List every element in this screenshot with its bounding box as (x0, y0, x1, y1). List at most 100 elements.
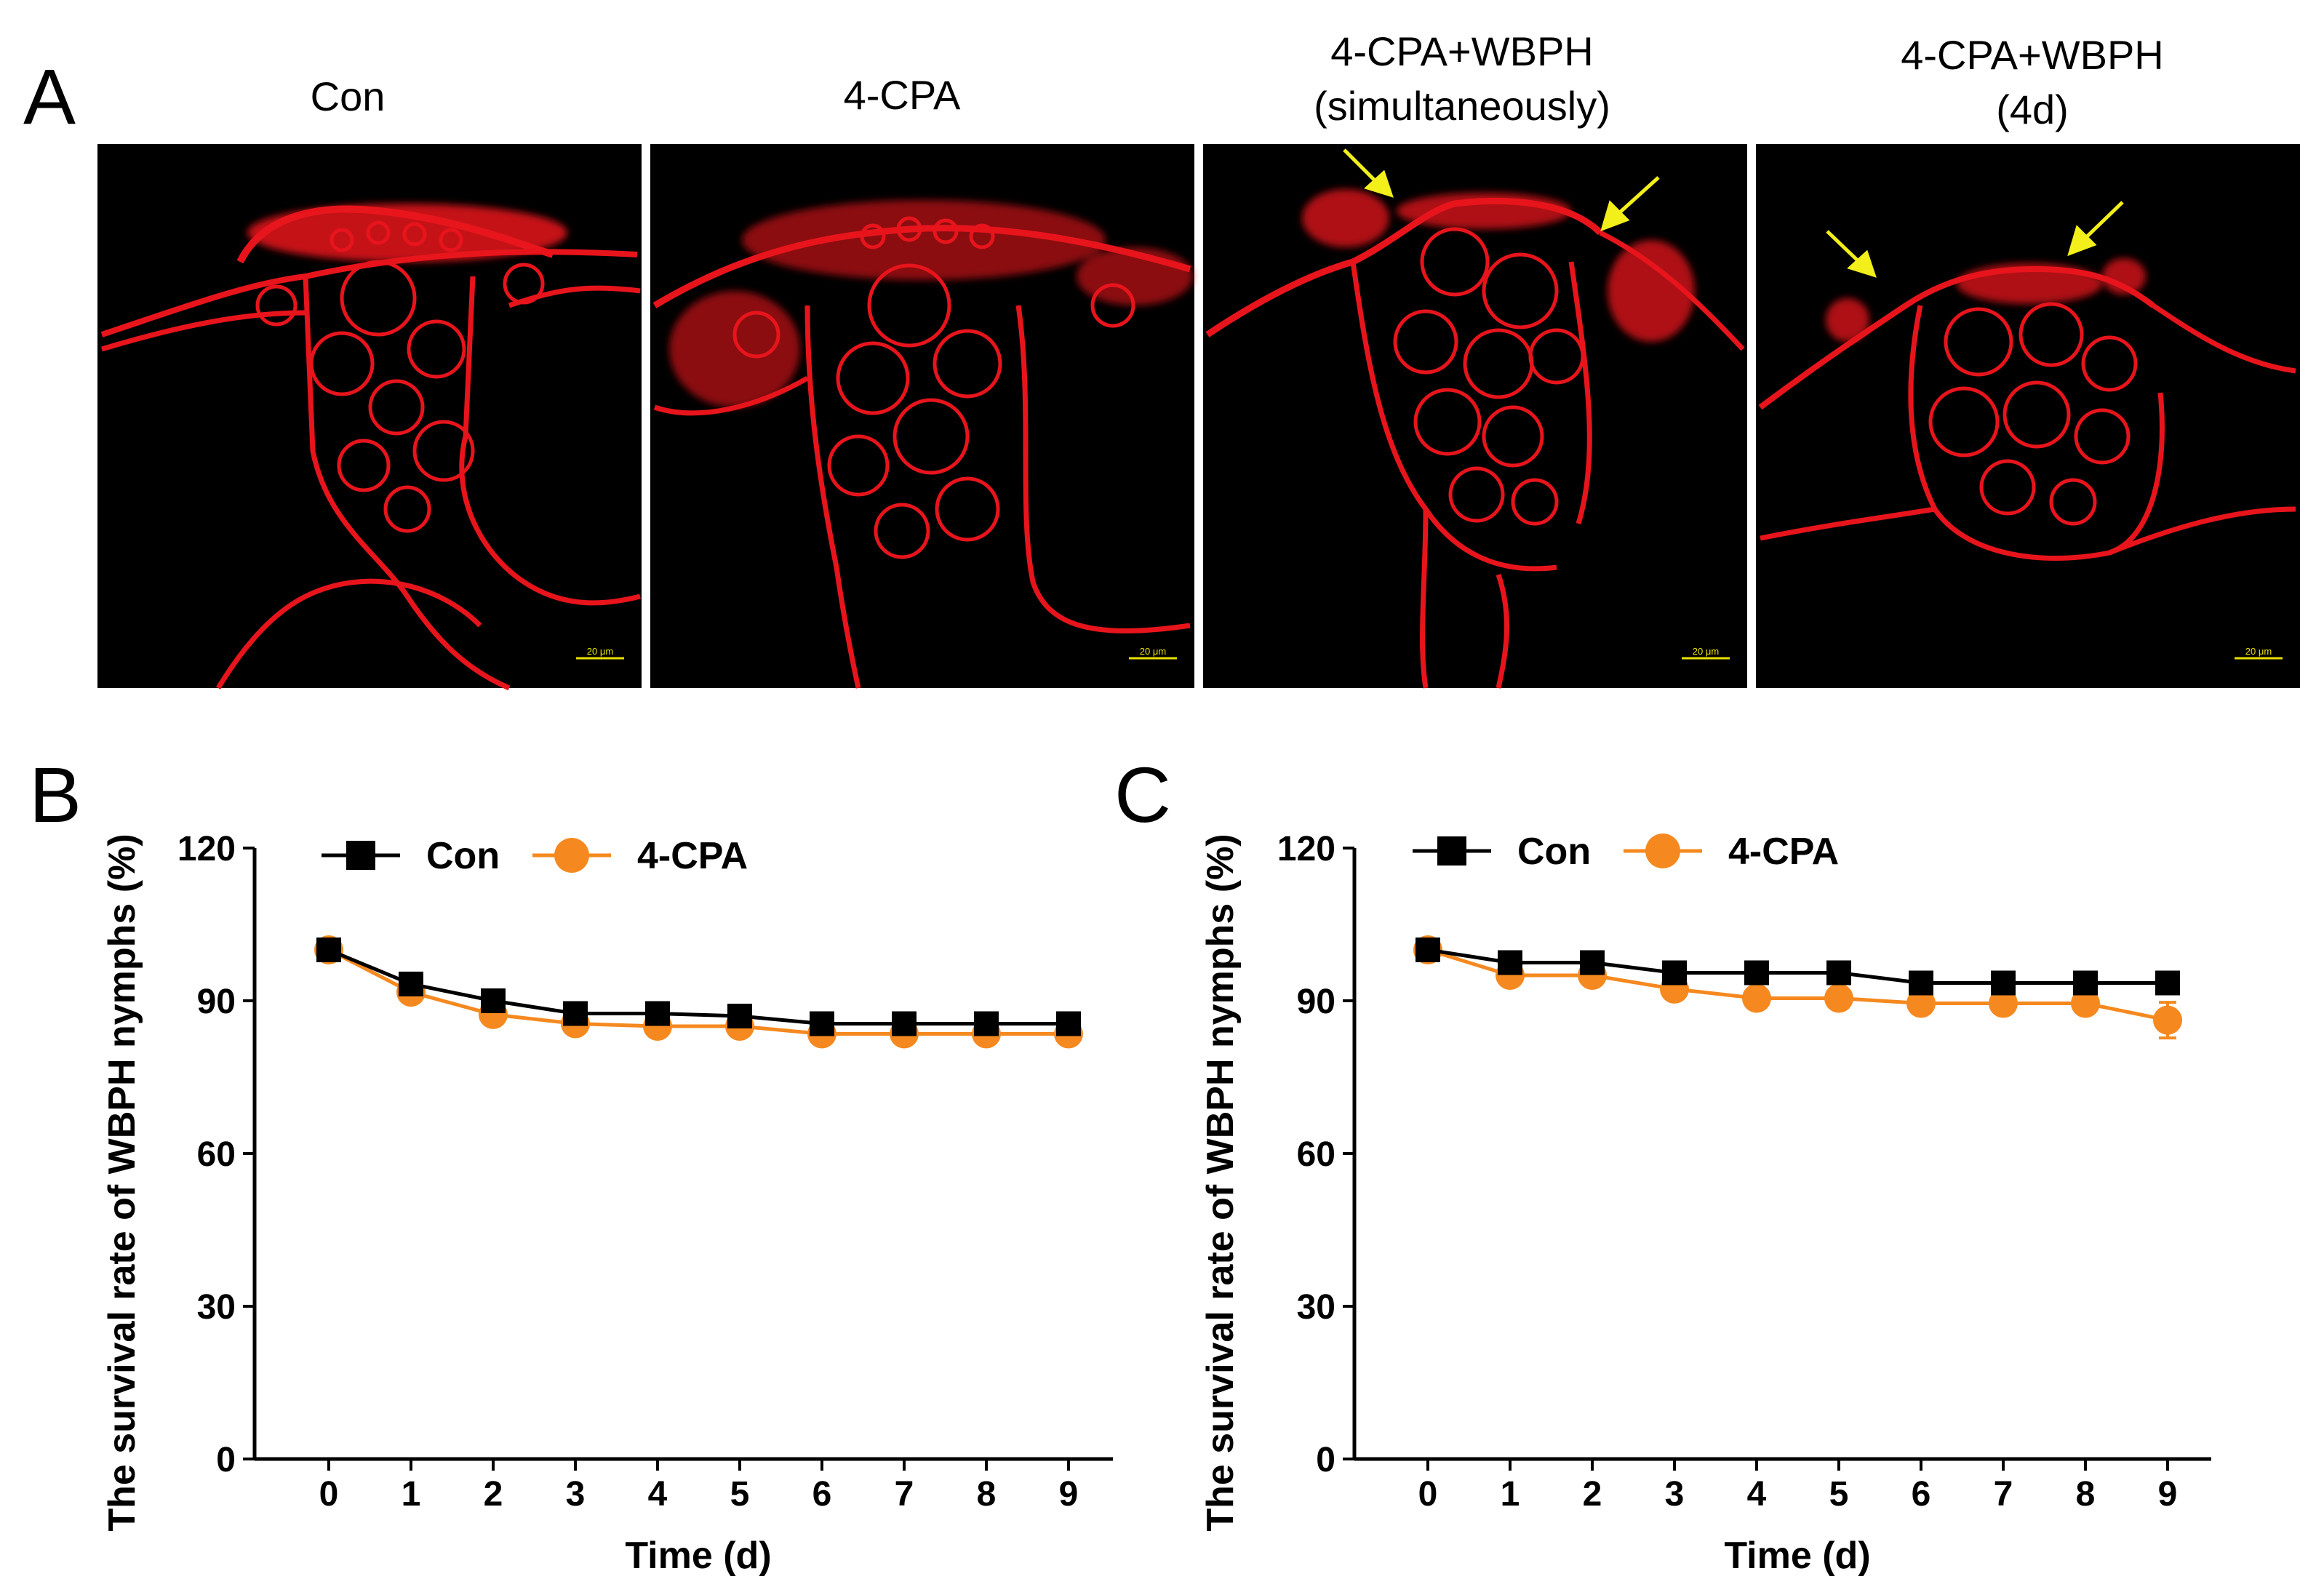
panel-c-chart: C 0 30 60 90 120 0 1 2 3 4 5 6 7 8 9 Time (d) The surviv… (1114, 751, 2211, 1577)
svg-text:20 μm: 20 μm (587, 646, 613, 657)
data-point (1580, 950, 1605, 975)
svg-text:20 μm: 20 μm (1693, 646, 1719, 657)
legend: Con 4-CPA (322, 835, 748, 877)
series-4-cpa (314, 935, 1083, 1049)
y-axis-title: The survival rate of WBPH nymphs (%) (1199, 834, 1242, 1531)
legend-label: Con (1517, 831, 1591, 873)
data-point (1742, 983, 1771, 1013)
data-point (1744, 960, 1769, 986)
series-line (1427, 948, 2168, 1023)
x-tick-label: 0 (319, 1475, 339, 1514)
micrograph-4cpa-wbph-simultaneous: 20 μm (1203, 144, 1747, 689)
data-point (892, 1011, 917, 1036)
x-tick-label: 5 (1829, 1475, 1849, 1514)
scale-bar-3: 20 μm (1682, 646, 1730, 660)
panel-a-micrographs: A Con 4-CPA 4-CPA+WBPH (simultaneously) … (23, 28, 2300, 691)
y-tick-label: 30 (197, 1288, 236, 1327)
x-tick-label: 7 (1994, 1475, 2013, 1514)
scale-bar-2: 20 μm (1129, 646, 1177, 660)
y-tick-label: 90 (197, 983, 236, 1021)
series-line (328, 948, 1069, 1026)
x-tick-label: 7 (895, 1475, 914, 1514)
y-tick-label: 120 (177, 830, 236, 868)
y-tick-label: 60 (197, 1135, 236, 1174)
micrograph-4cpa: 20 μm (650, 144, 1194, 689)
data-point (2073, 970, 2098, 996)
y-tick-label: 30 (1297, 1288, 1335, 1327)
x-tick-label: 2 (484, 1475, 503, 1514)
data-point (1662, 960, 1687, 986)
y-tick-label: 0 (1316, 1441, 1335, 1479)
data-point (2153, 1005, 2182, 1035)
data-point (974, 1011, 999, 1036)
y-tick-label: 60 (1297, 1135, 1335, 1174)
legend-label: 4-CPA (1728, 831, 1839, 873)
legend-marker (1645, 834, 1680, 868)
y-tick-label: 0 (216, 1441, 236, 1479)
panel-b-letter: B (29, 751, 81, 839)
svg-text:20 μm: 20 μm (1140, 646, 1166, 657)
image-3-title-line-2: (simultaneously) (1314, 83, 1610, 129)
x-tick-label: 1 (1501, 1475, 1520, 1514)
x-tick-label: 0 (1418, 1475, 1438, 1514)
arrows-image-3 (1343, 148, 1660, 232)
y-tick-label: 120 (1277, 830, 1335, 868)
x-axis-title: Time (d) (625, 1535, 771, 1577)
data-point (316, 938, 341, 962)
data-point (1415, 938, 1440, 962)
scale-bar-1: 20 μm (576, 646, 624, 660)
data-point (399, 971, 423, 996)
legend-marker (346, 841, 375, 870)
series-con (316, 938, 1081, 1036)
data-point (727, 1004, 752, 1028)
x-axis-title: Time (d) (1724, 1535, 1870, 1577)
image-1-title: Con (311, 73, 386, 119)
y-axis-title: The survival rate of WBPH nymphs (%) (101, 834, 143, 1531)
y-tick-label: 90 (1297, 983, 1335, 1021)
panel-a-letter: A (23, 52, 76, 140)
data-point (2155, 970, 2180, 996)
legend-marker (1437, 836, 1466, 866)
image-3-title-line-1: 4-CPA+WBPH (1330, 28, 1593, 74)
x-tick-label: 4 (1747, 1475, 1767, 1514)
panel-b-chart: B 0 30 60 90 120 0 1 2 3 4 5 6 7 8 9 Time (d) The surviv… (29, 751, 1113, 1577)
data-point (481, 988, 506, 1013)
legend: Con 4-CPA (1413, 831, 1839, 873)
panel-c-letter: C (1114, 751, 1171, 839)
data-point (1909, 970, 1933, 996)
x-tick-label: 8 (2076, 1475, 2096, 1514)
x-tick-label: 4 (648, 1475, 668, 1514)
series-con (1415, 938, 2180, 996)
scale-bar-4: 20 μm (2235, 646, 2283, 660)
x-tick-label: 9 (1059, 1475, 1079, 1514)
image-4-title-line-2: (4d) (1996, 87, 2069, 132)
data-point (2071, 988, 2100, 1018)
x-tick-label: 5 (730, 1475, 750, 1514)
x-tick-label: 3 (566, 1475, 586, 1514)
x-tick-label: 6 (812, 1475, 832, 1514)
image-4-title-line-1: 4-CPA+WBPH (1901, 32, 2163, 78)
svg-text:20 μm: 20 μm (2245, 646, 2272, 657)
micrograph-4cpa-wbph-4d: 20 μm (1756, 144, 2300, 688)
data-point (1498, 950, 1522, 975)
x-tick-label: 9 (2158, 1475, 2178, 1514)
x-tick-label: 6 (1912, 1475, 1931, 1514)
data-point (1906, 988, 1936, 1018)
image-2-title: 4-CPA (844, 72, 961, 118)
x-tick-label: 8 (977, 1475, 997, 1514)
micrograph-con: 20 μm (97, 144, 642, 691)
x-tick-label: 2 (1583, 1475, 1602, 1514)
series-line (327, 948, 1069, 1036)
series-4-cpa (1413, 935, 2182, 1040)
data-point (1989, 988, 2018, 1018)
data-point (645, 1001, 670, 1026)
legend-marker (554, 838, 589, 873)
data-point (1991, 970, 2016, 996)
legend-label: Con (426, 835, 500, 877)
x-tick-label: 3 (1665, 1475, 1685, 1514)
x-tick-label: 1 (402, 1475, 421, 1514)
data-point (1826, 960, 1851, 986)
data-point (1056, 1011, 1081, 1036)
data-point (563, 1001, 588, 1026)
